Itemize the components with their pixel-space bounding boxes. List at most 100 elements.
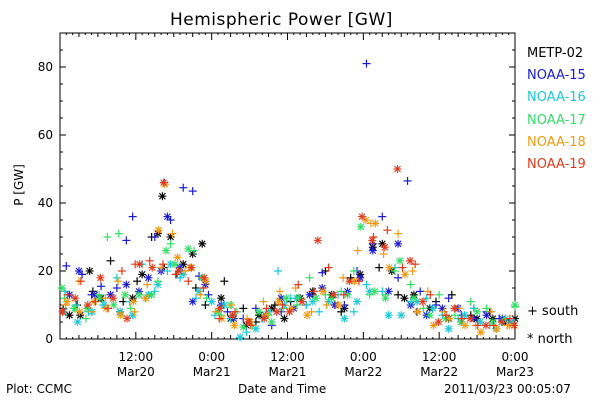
data-point-north-noaa-15 bbox=[163, 212, 172, 221]
data-point-north-metp-02 bbox=[65, 311, 74, 320]
plus-marker-icon: + bbox=[527, 304, 538, 319]
data-point-north-noaa-19 bbox=[148, 263, 157, 272]
data-point-south-noaa-18 bbox=[307, 307, 316, 316]
data-point-north-noaa-17 bbox=[511, 301, 519, 309]
y-tick-label: 60 bbox=[38, 128, 53, 142]
data-point-north-metp-02 bbox=[198, 239, 207, 248]
data-point-south-noaa-19 bbox=[76, 277, 85, 286]
data-point-south-noaa-19 bbox=[159, 260, 168, 269]
data-point-north-noaa-17 bbox=[488, 318, 497, 326]
data-point-north-noaa-19 bbox=[260, 314, 269, 323]
x-tick-label-date: Mar22 bbox=[420, 365, 458, 379]
data-point-south-noaa-18 bbox=[114, 277, 123, 286]
data-point-south-noaa-18 bbox=[130, 307, 139, 316]
data-point-north-noaa-17 bbox=[70, 304, 79, 313]
data-point-south-noaa-15 bbox=[394, 273, 403, 282]
data-point-north-noaa-19 bbox=[174, 267, 183, 275]
data-point-north-noaa-19 bbox=[159, 178, 168, 187]
data-point-south-noaa-16 bbox=[226, 314, 235, 323]
data-point-south-noaa-15 bbox=[204, 290, 213, 299]
data-point-north-noaa-18 bbox=[476, 328, 485, 337]
data-point-south-noaa-16 bbox=[302, 301, 311, 309]
data-point-south-noaa-17 bbox=[435, 290, 444, 299]
marker-legend-north: * north bbox=[527, 326, 578, 354]
data-point-north-metp-02 bbox=[400, 294, 409, 303]
data-point-south-noaa-19 bbox=[294, 280, 303, 289]
data-point-north-noaa-17 bbox=[171, 260, 180, 269]
data-point-north-noaa-16 bbox=[444, 324, 453, 333]
data-point-south-noaa-19 bbox=[442, 311, 451, 320]
data-point-north-noaa-18 bbox=[303, 311, 312, 320]
data-point-north-noaa-19 bbox=[96, 273, 105, 282]
data-point-south-noaa-18 bbox=[394, 229, 403, 238]
data-point-north-noaa-18 bbox=[173, 253, 182, 262]
data-point-south-noaa-15 bbox=[179, 183, 188, 192]
data-point-south-noaa-15 bbox=[97, 282, 106, 291]
marker-legend: + south * north bbox=[527, 298, 578, 354]
data-point-south-noaa-16 bbox=[422, 294, 431, 303]
data-point-south-noaa-15 bbox=[122, 236, 131, 245]
data-point-north-metp-02 bbox=[153, 229, 162, 238]
data-point-north-noaa-16 bbox=[397, 311, 406, 320]
data-point-north-metp-02 bbox=[166, 233, 175, 241]
data-point-north-noaa-16 bbox=[384, 311, 393, 320]
data-point-south-noaa-16 bbox=[163, 267, 172, 275]
x-tick-label-date: Mar20 bbox=[117, 365, 155, 379]
data-point-south-metp-02 bbox=[239, 304, 248, 313]
data-point-south-noaa-19 bbox=[215, 314, 224, 323]
plot-credit: Plot: CCMC bbox=[6, 382, 72, 396]
data-point-north-noaa-18 bbox=[334, 301, 343, 309]
x-tick-label-time: 0:00 bbox=[198, 350, 225, 364]
data-point-north-noaa-17 bbox=[473, 307, 482, 316]
data-point-north-noaa-19 bbox=[272, 307, 281, 316]
data-point-south-noaa-17 bbox=[292, 301, 301, 309]
data-point-south-noaa-15 bbox=[150, 233, 159, 241]
data-point-north-noaa-19 bbox=[345, 277, 354, 286]
data-point-south-noaa-18 bbox=[379, 250, 388, 258]
data-point-south-noaa-18 bbox=[440, 307, 449, 316]
data-point-south-noaa-19 bbox=[489, 321, 498, 330]
data-point-south-noaa-15 bbox=[128, 212, 137, 221]
data-point-north-noaa-15 bbox=[144, 273, 153, 282]
data-point-south-noaa-17 bbox=[390, 267, 399, 275]
data-point-south-noaa-19 bbox=[184, 277, 193, 286]
data-point-south-noaa-18 bbox=[168, 229, 177, 238]
legend: METP-02 NOAA-15 NOAA-16 NOAA-17 NOAA-18 … bbox=[527, 43, 586, 176]
plot-frame bbox=[59, 32, 516, 340]
data-point-north-noaa-18 bbox=[274, 297, 283, 306]
data-point-south-noaa-17 bbox=[126, 304, 135, 313]
legend-item-noaa-16: NOAA-16 bbox=[527, 90, 586, 106]
data-point-south-noaa-18 bbox=[227, 301, 236, 309]
x-tick-label-time: 0:00 bbox=[502, 350, 529, 364]
legend-item-metp-02: METP-02 bbox=[527, 46, 584, 61]
data-point-south-noaa-15 bbox=[403, 176, 412, 185]
data-point-south-noaa-19 bbox=[145, 256, 154, 265]
data-point-north-noaa-19 bbox=[380, 243, 389, 252]
data-point-north-noaa-17 bbox=[239, 323, 248, 332]
data-point-south-noaa-15 bbox=[62, 261, 71, 270]
data-point-north-noaa-18 bbox=[371, 219, 380, 228]
data-point-north-noaa-19 bbox=[83, 301, 92, 309]
data-point-south-noaa-19 bbox=[199, 284, 208, 292]
data-point-north-noaa-18 bbox=[141, 294, 150, 303]
data-point-south-noaa-17 bbox=[466, 297, 475, 306]
data-point-south-noaa-18 bbox=[353, 246, 362, 255]
data-point-north-noaa-19 bbox=[228, 311, 237, 320]
data-point-south-noaa-19 bbox=[426, 290, 435, 299]
data-point-south-noaa-16 bbox=[315, 307, 324, 316]
data-point-south-noaa-19 bbox=[411, 260, 420, 269]
data-point-north-noaa-16 bbox=[195, 287, 204, 296]
data-point-south-noaa-18 bbox=[339, 273, 348, 282]
data-point-south-noaa-18 bbox=[87, 307, 96, 316]
data-point-north-noaa-18 bbox=[129, 297, 138, 306]
data-marks bbox=[57, 59, 519, 342]
data-point-north-noaa-19 bbox=[135, 260, 144, 269]
data-point-south-noaa-19 bbox=[104, 304, 113, 313]
data-point-north-noaa-19 bbox=[510, 321, 519, 330]
data-point-south-noaa-15 bbox=[112, 284, 121, 292]
data-point-north-noaa-19 bbox=[368, 236, 377, 245]
x-tick-label-date: Mar21 bbox=[193, 365, 231, 379]
data-point-north-noaa-18 bbox=[62, 297, 71, 306]
data-point-north-noaa-16 bbox=[73, 318, 82, 326]
